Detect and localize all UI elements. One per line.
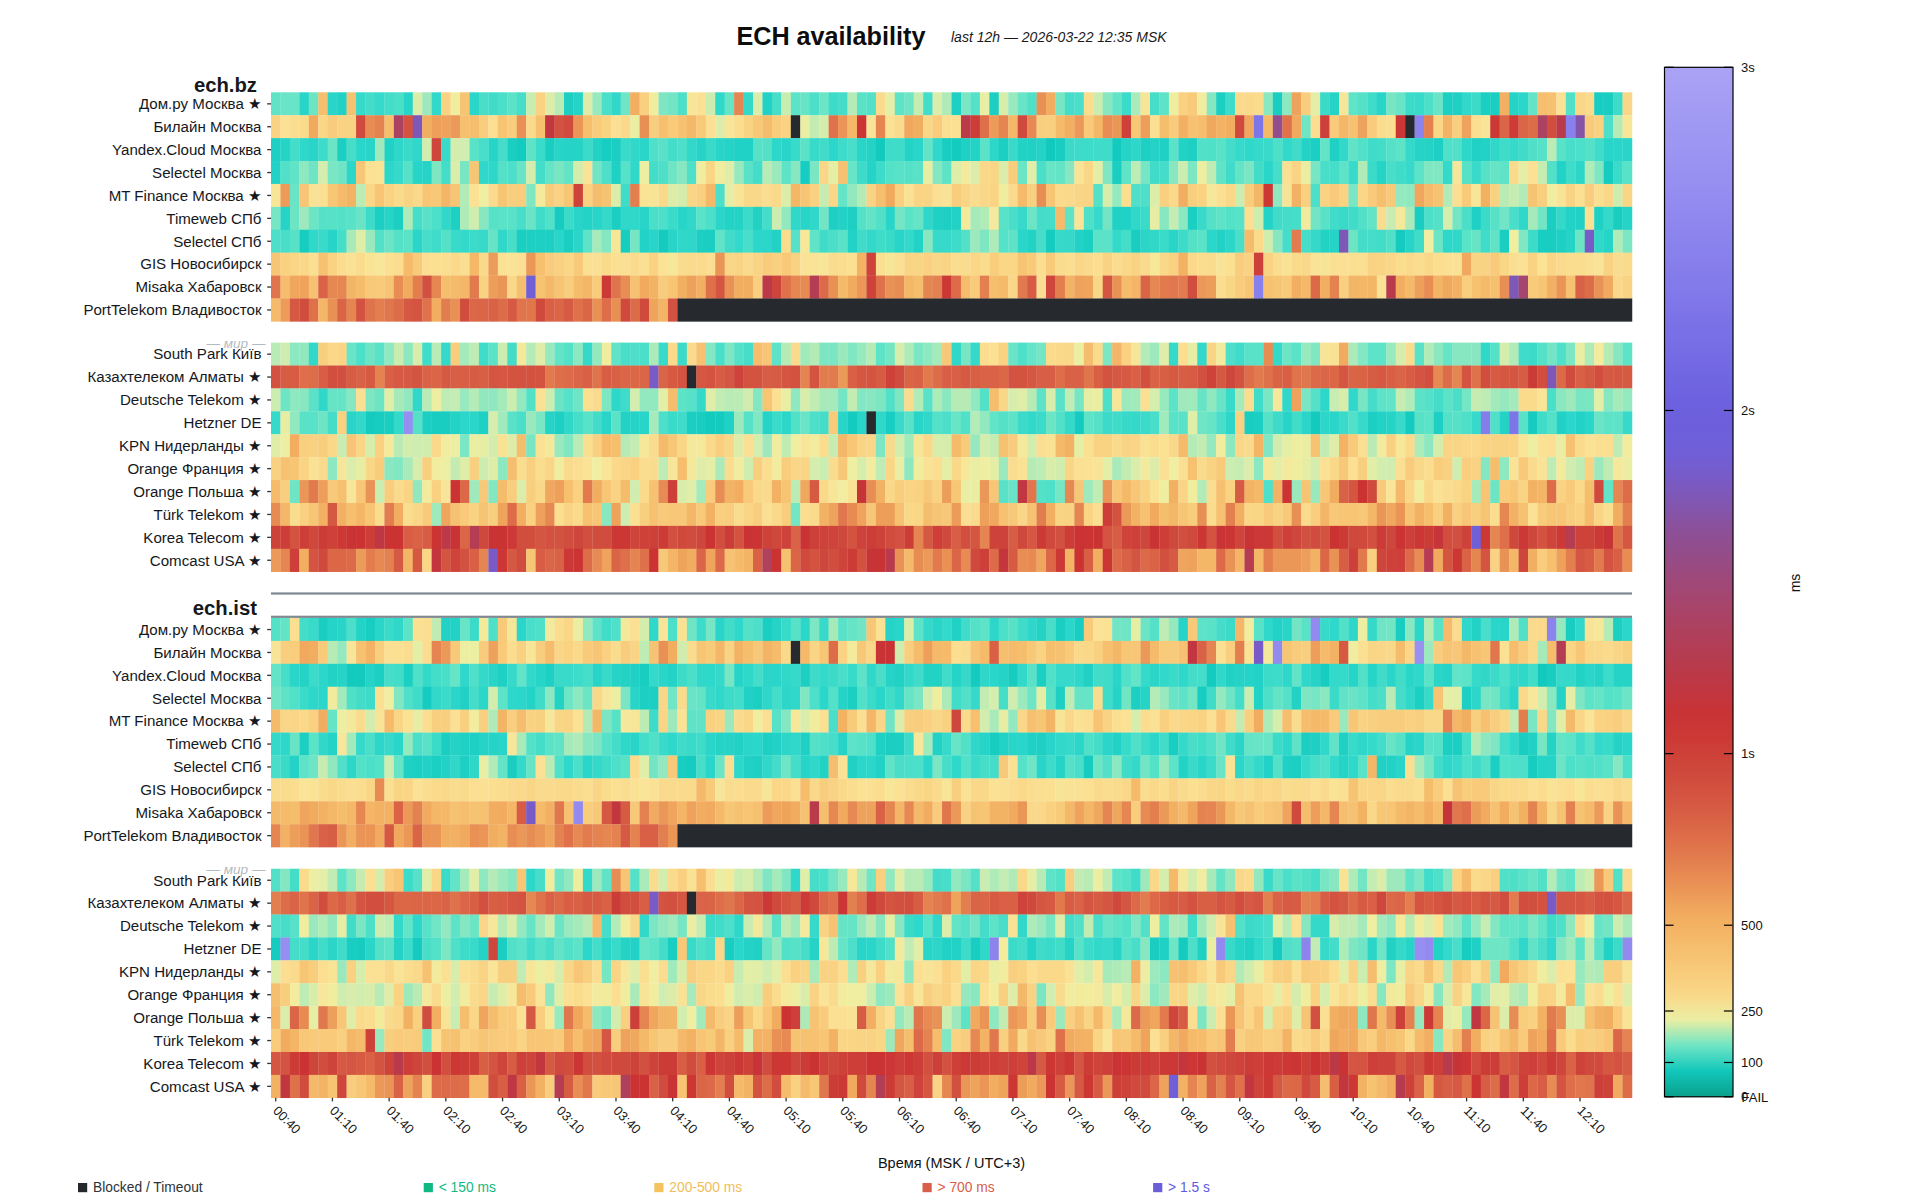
svg-text:Казахтелеком Алматы ★: Казахтелеком Алматы ★	[87, 368, 261, 385]
svg-text:Türk Telekom ★: Türk Telekom ★	[153, 506, 261, 523]
svg-text:Misaka Хабаровск: Misaka Хабаровск	[136, 804, 262, 821]
svg-text:Misaka Хабаровск: Misaka Хабаровск	[136, 278, 262, 295]
svg-text:1s: 1s	[1741, 746, 1755, 761]
svg-text:ms: ms	[1787, 574, 1803, 593]
svg-text:ECH availability: ECH availability	[736, 22, 925, 50]
svg-text:ech.ist: ech.ist	[193, 597, 257, 619]
svg-text:Orange Франция ★: Orange Франция ★	[127, 986, 261, 1003]
svg-text:FAIL: FAIL	[1742, 1090, 1769, 1105]
svg-text:500: 500	[1741, 918, 1763, 933]
svg-text:Yandex.Cloud Москва: Yandex.Cloud Москва	[112, 141, 262, 158]
svg-text:Selectel Москва: Selectel Москва	[152, 164, 262, 181]
svg-text:South Park Київ: South Park Київ	[153, 872, 261, 889]
svg-text:last 12h — 2026-03-22 12:35 MS: last 12h — 2026-03-22 12:35 MSK	[951, 29, 1167, 45]
svg-text:< 150 ms: < 150 ms	[439, 1180, 496, 1195]
svg-text:Время (MSK / UTC+3): Время (MSK / UTC+3)	[878, 1155, 1025, 1171]
svg-text:KPN Нидерланды ★: KPN Нидерланды ★	[119, 437, 262, 454]
svg-text:MT Finance Москва ★: MT Finance Москва ★	[109, 187, 262, 204]
svg-text:Билайн Москва: Билайн Москва	[153, 118, 262, 135]
svg-text:250: 250	[1741, 1004, 1763, 1019]
svg-text:KPN Нидерланды ★: KPN Нидерланды ★	[119, 963, 262, 980]
svg-text:Дом.ру Москва ★: Дом.ру Москва ★	[139, 621, 262, 638]
svg-text:Orange Франция ★: Orange Франция ★	[127, 460, 261, 477]
svg-text:Selectel СПб: Selectel СПб	[173, 758, 262, 775]
svg-text:Korea Telecom ★: Korea Telecom ★	[143, 1055, 261, 1072]
svg-text:Hetzner DE: Hetzner DE	[183, 414, 261, 431]
svg-text:Selectel СПб: Selectel СПб	[173, 233, 262, 250]
svg-text:PortTelekom Владивосток: PortTelekom Владивосток	[83, 301, 262, 318]
svg-text:Korea Telecom ★: Korea Telecom ★	[143, 529, 261, 546]
svg-text:Selectel Москва: Selectel Москва	[152, 690, 262, 707]
svg-text:Timeweb СПб: Timeweb СПб	[166, 210, 262, 227]
svg-text:Дом.ру Москва ★: Дом.ру Москва ★	[139, 95, 262, 112]
svg-text:Yandex.Cloud Москва: Yandex.Cloud Москва	[112, 667, 262, 684]
svg-text:ech.bz: ech.bz	[194, 74, 257, 96]
svg-text:Билайн Москва: Билайн Москва	[153, 644, 262, 661]
svg-text:Türk Telekom ★: Türk Telekom ★	[153, 1032, 261, 1049]
svg-text:Deutsche Telekom ★: Deutsche Telekom ★	[120, 917, 262, 934]
svg-text:Orange Польша ★: Orange Польша ★	[133, 483, 261, 500]
svg-text:PortTelekom Владивосток: PortTelekom Владивосток	[83, 827, 262, 844]
svg-text:> 700 ms: > 700 ms	[938, 1180, 995, 1195]
svg-text:Orange Польша ★: Orange Польша ★	[133, 1009, 261, 1026]
svg-text:GIS Новосибирск: GIS Новосибирск	[140, 255, 262, 272]
svg-text:Deutsche Telekom ★: Deutsche Telekom ★	[120, 391, 262, 408]
svg-text:South Park Київ: South Park Київ	[153, 345, 261, 362]
svg-text:Comcast USA ★: Comcast USA ★	[150, 552, 262, 569]
svg-text:GIS Новосибирск: GIS Новосибирск	[140, 781, 262, 798]
svg-text:200-500 ms: 200-500 ms	[669, 1180, 742, 1195]
svg-text:Blocked / Timeout: Blocked / Timeout	[93, 1180, 203, 1195]
svg-text:Hetzner DE: Hetzner DE	[183, 940, 261, 957]
svg-text:> 1.5 s: > 1.5 s	[1168, 1180, 1210, 1195]
svg-text:Казахтелеком Алматы ★: Казахтелеком Алматы ★	[87, 894, 261, 911]
svg-text:3s: 3s	[1741, 60, 1755, 75]
svg-text:Timeweb СПб: Timeweb СПб	[166, 735, 262, 752]
svg-text:100: 100	[1741, 1055, 1763, 1070]
svg-text:2s: 2s	[1741, 403, 1755, 418]
svg-text:Comcast USA ★: Comcast USA ★	[150, 1078, 262, 1095]
svg-text:MT Finance Москва ★: MT Finance Москва ★	[109, 712, 262, 729]
